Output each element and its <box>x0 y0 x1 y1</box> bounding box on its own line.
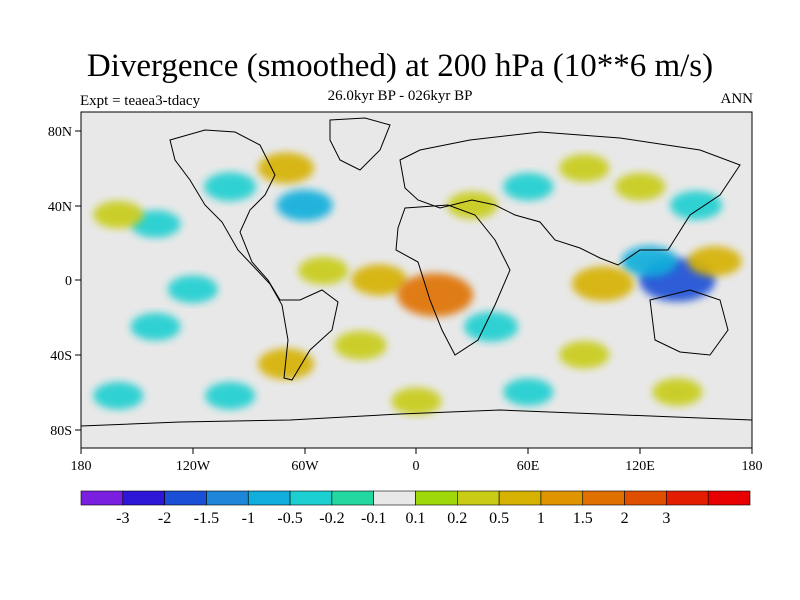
season-label: ANN <box>720 91 754 107</box>
divergence-region <box>130 312 181 341</box>
divergence-region <box>258 348 314 380</box>
colorbar-swatch <box>331 490 374 506</box>
colorbar-label: 3 <box>662 510 670 527</box>
colorbar-label: -0.5 <box>277 510 302 527</box>
y-tick-label: 80N <box>48 125 72 140</box>
divergence-region <box>670 190 723 220</box>
colorbar-label: 0.2 <box>447 510 467 527</box>
colorbar-label: -0.2 <box>319 510 344 527</box>
colorbar-swatch <box>415 490 458 506</box>
colorbar-swatch <box>373 490 416 506</box>
coast-eurasia <box>399 131 741 266</box>
chart-title: Divergence (smoothed) at 200 hPa (10**6 … <box>86 48 714 84</box>
divergence-region <box>334 330 387 360</box>
colorbar-swatch <box>498 490 542 506</box>
x-tick-label: 0 <box>413 459 420 474</box>
experiment-label: Expt = teaea3-tdacy <box>80 93 201 109</box>
y-tick-label: 0 <box>65 274 72 289</box>
divergence-region <box>397 273 474 317</box>
colorbar-swatch <box>122 490 165 506</box>
divergence-region <box>615 172 666 201</box>
divergence-region <box>258 152 314 184</box>
divergence-region <box>447 191 498 220</box>
axis-ticks <box>75 130 753 454</box>
divergence-region <box>391 387 442 416</box>
divergence-region <box>276 189 333 221</box>
divergence-region <box>204 172 257 202</box>
colorbar-swatch <box>289 490 333 506</box>
divergence-region <box>503 172 554 201</box>
x-tick-label: 60E <box>517 459 540 474</box>
divergence-region <box>559 154 610 182</box>
colorbar-swatch <box>582 490 625 506</box>
divergence-field <box>93 152 742 416</box>
coast-australia <box>649 289 729 356</box>
colorbar-swatch <box>457 490 500 506</box>
colorbar-label: 0.1 <box>406 510 426 527</box>
divergence-region <box>687 246 742 277</box>
coast-africa <box>395 204 511 356</box>
y-tick-label: 80S <box>50 424 72 439</box>
colorbar-label: -3 <box>116 510 129 527</box>
colorbar-label: -1 <box>242 510 255 527</box>
colorbar-swatch <box>80 490 124 506</box>
coast-antarctica <box>81 409 752 427</box>
divergence-region <box>351 264 408 296</box>
colorbar-label: 1 <box>537 510 545 527</box>
divergence-region <box>298 256 349 285</box>
x-tick-label: 180 <box>71 459 92 474</box>
x-tick-label: 120E <box>625 459 655 474</box>
divergence-region <box>167 275 218 304</box>
y-tick-label: 40S <box>50 349 72 364</box>
map-area <box>80 111 753 449</box>
colorbar <box>80 490 751 506</box>
divergence-region <box>93 381 144 410</box>
divergence-region <box>464 311 519 342</box>
colorbar-swatch <box>624 490 667 506</box>
divergence-region <box>571 266 634 302</box>
colorbar-swatch <box>206 490 249 506</box>
coast-north-america <box>169 129 339 381</box>
divergence-region <box>503 378 554 406</box>
colorbar-swatch <box>247 490 291 506</box>
divergence-region <box>652 378 703 406</box>
colorbar-label: -1.5 <box>194 510 219 527</box>
colorbar-labels: -3 -2 -1.5 -1 -0.5 -0.2 -0.1 0.1 0.2 0.5 1 1.5 2 3 <box>116 510 670 527</box>
divergence-region <box>93 200 144 229</box>
colorbar-label: -0.1 <box>361 510 386 527</box>
colorbar-swatch <box>164 490 207 506</box>
colorbar-swatch <box>707 490 751 506</box>
colorbar-label: 1.5 <box>573 510 593 527</box>
x-tick-label: 120W <box>176 459 211 474</box>
y-tick-label: 40N <box>48 200 72 215</box>
colorbar-label: 0.5 <box>489 510 509 527</box>
x-tick-label: 60W <box>291 459 319 474</box>
divergence-region <box>130 210 181 238</box>
period-label: 26.0kyr BP - 026kyr BP <box>327 88 473 104</box>
divergence-region <box>559 340 610 369</box>
colorbar-swatch <box>666 490 709 506</box>
divergence-region <box>205 381 256 410</box>
colorbar-swatch <box>540 490 584 506</box>
x-tick-label: 180 <box>742 459 763 474</box>
colorbar-label: -2 <box>158 510 171 527</box>
axis-labels: 180 120W 60W 0 60E 120E 180 80N 40N 0 40… <box>48 125 763 474</box>
coast-greenland <box>329 117 391 171</box>
colorbar-label: 2 <box>621 510 629 527</box>
coastlines <box>81 117 752 427</box>
